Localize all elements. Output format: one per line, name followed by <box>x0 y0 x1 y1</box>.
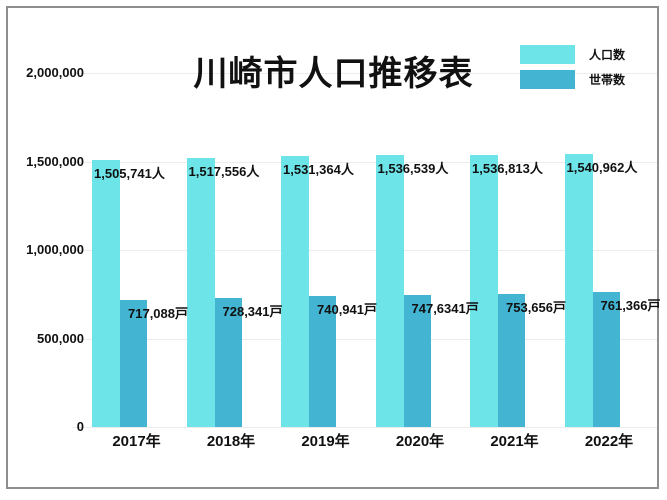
bar-households <box>214 298 242 427</box>
legend-item-households: 世帯数 <box>520 70 625 89</box>
value-label-households: 761,366戸 <box>600 298 661 314</box>
value-label-population: 1,505,741人 <box>94 166 165 182</box>
legend: 人口数 世帯数 <box>520 45 625 95</box>
y-tick-label: 500,000 <box>37 330 84 346</box>
gridline <box>72 338 657 340</box>
bar-population <box>92 160 120 427</box>
legend-label-population: 人口数 <box>589 48 626 62</box>
gridline <box>72 161 657 163</box>
x-tick-label: 2020年 <box>395 433 445 450</box>
x-tick-label: 2019年 <box>301 433 350 450</box>
value-label-population: 1,536,813人 <box>472 160 543 176</box>
value-label-households: 747,6341戸 <box>411 300 479 316</box>
bar-population <box>375 155 404 427</box>
gridline <box>72 73 657 74</box>
chart-title: 川崎市人口推移表 <box>193 55 474 93</box>
x-tick-label: 2022年 <box>584 433 634 450</box>
x-tick-label: 2021年 <box>490 433 539 450</box>
value-label-population: 1,517,556人 <box>188 164 260 180</box>
gridline <box>72 250 657 251</box>
legend-swatch-households <box>520 70 575 89</box>
value-label-households: 728,341戸 <box>222 304 283 320</box>
bar-households <box>120 300 147 427</box>
value-label-households: 753,656戸 <box>506 299 566 315</box>
x-tick-label: 2018年 <box>206 433 256 450</box>
y-tick-label: 2,000,000 <box>26 65 84 80</box>
bar-households <box>309 295 336 427</box>
value-label-households: 740,941戸 <box>317 301 377 317</box>
bar-households <box>592 292 620 427</box>
y-tick-label: 1,000,000 <box>26 242 84 257</box>
y-tick-label: 0 <box>76 419 84 434</box>
bar-population <box>281 155 309 427</box>
bar-households <box>498 293 525 427</box>
legend-swatch-population <box>520 45 575 64</box>
bar-population <box>186 158 215 427</box>
value-label-population: 1,531,364人 <box>283 161 354 177</box>
legend-label-households: 世帯数 <box>589 73 626 87</box>
y-tick-label: 1,500,000 <box>26 153 84 169</box>
value-label-households: 717,088戸 <box>128 306 188 322</box>
gridline <box>72 427 657 428</box>
value-label-population: 1,536,539人 <box>377 161 449 177</box>
bar-population <box>564 154 593 427</box>
legend-item-population: 人口数 <box>520 45 625 64</box>
bar-population <box>470 154 498 427</box>
bar-households <box>403 294 431 427</box>
value-label-population: 1,540,962人 <box>566 160 638 176</box>
x-tick-label: 2017年 <box>112 433 161 450</box>
